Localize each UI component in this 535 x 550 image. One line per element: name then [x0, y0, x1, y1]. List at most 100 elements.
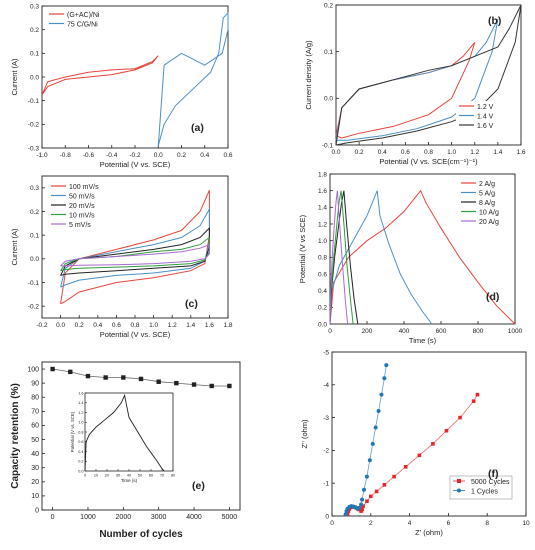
data-point	[103, 375, 108, 380]
y-tick-label: 70	[31, 409, 39, 416]
y-axis-label: Potential (V vs SCE)	[298, 214, 307, 283]
legend-marker	[457, 479, 461, 483]
y-tick-label: 0.2	[30, 209, 39, 216]
data-point	[138, 376, 144, 382]
x-tick-label: 5000	[222, 514, 238, 521]
inset-y-tick-label: 1.0	[78, 421, 83, 425]
x-tick-label: 0	[330, 520, 334, 527]
data-point	[362, 487, 367, 492]
legend: 100 mV/s 50 mV/s 20 mV/s 10 mV/s 5 mV/s	[48, 181, 110, 233]
x-tick-label: 1.2	[168, 322, 177, 329]
y-tick-label: 40	[31, 451, 39, 458]
data-point	[417, 453, 422, 458]
data-point	[403, 465, 408, 469]
y-tick-label: 0.1	[30, 51, 39, 58]
panel-label: (f)	[488, 468, 499, 480]
x-tick-label: 800	[473, 328, 484, 335]
y-axis-label: Current (A)	[10, 58, 19, 96]
data-point	[367, 458, 372, 463]
y-tick-label: 90	[31, 380, 39, 387]
legend-entry: 8 A/g	[479, 200, 495, 207]
y-tick-label: 1.8	[318, 171, 327, 178]
y-tick-label: -0.1	[28, 280, 40, 287]
series-line-2	[60, 207, 210, 288]
inset-x-tick-label: 80	[171, 474, 175, 478]
x-tick-label: 200	[362, 328, 373, 335]
x-tick-label: 4	[408, 520, 412, 527]
x-axis-label: Potential (V vs. SCE)	[100, 330, 171, 339]
y-tick-label: 0	[325, 513, 329, 520]
inset-x-tick-label: 50	[138, 474, 142, 478]
y-tick-label: 1.4	[318, 205, 327, 212]
y-tick-label: 1.6	[318, 188, 327, 195]
inset-x-tick-label: 60	[149, 474, 153, 478]
panel-label: (a)	[191, 122, 204, 134]
inset-y-tick-label: 1.4	[78, 401, 83, 405]
panel-label: (e)	[192, 480, 205, 492]
legend-entry: 2 A/g	[479, 181, 495, 188]
chart-panel-4: 0 200 400 600 800 1000 0.0 0.2 0.4 0.6 0.8 1.0 1.2 1.…	[298, 171, 523, 345]
data-point	[209, 383, 214, 389]
y-tick-label: 0.3	[30, 3, 39, 10]
y-tick-label: -0.2	[28, 303, 40, 310]
legend-entry: 10 mV/s	[69, 213, 95, 220]
y-tick-label: 0.0	[324, 96, 333, 103]
x-tick-label: 0.8	[424, 149, 433, 156]
x-tick-label: 0.4	[200, 152, 209, 159]
x-tick-label: 3000	[151, 514, 167, 521]
legend-box	[46, 9, 126, 32]
data-point	[458, 415, 462, 420]
x-axis-label: Number of cycles	[99, 529, 183, 540]
y-axis-label: Z'' (ohm)	[300, 419, 309, 449]
y-axis-label: Current (A)	[10, 228, 19, 266]
y-axis-label: Capacity retention (%)	[10, 383, 21, 489]
data-point	[374, 489, 379, 494]
panel-label: (d)	[486, 291, 499, 303]
data-point	[444, 428, 449, 433]
y-tick-label: 0.3	[30, 185, 39, 192]
series-line-1	[335, 41, 476, 139]
data-point	[360, 507, 364, 512]
data-point	[50, 366, 55, 372]
x-tick-label: 0.6	[401, 149, 410, 156]
x-tick-label: 0.2	[75, 322, 84, 329]
data-point	[369, 494, 373, 499]
y-tick-label: -4	[323, 382, 329, 389]
legend-entry: 1 Cycles	[471, 489, 498, 496]
chart-panel-3: -0.2 0.0 0.2 0.4 0.6 0.8 1.0 1.2 1.4 1.6 1.8 -0.2 -0…	[10, 175, 233, 339]
series-line-4	[329, 190, 354, 325]
legend-box	[449, 475, 513, 500]
x-tick-label: -0.8	[60, 152, 72, 159]
legend: 2 A/g 5 A/g 8 A/g 10 A/g 20 A/g	[458, 178, 512, 230]
inset-x-axis-label: Time (s)	[121, 478, 138, 483]
y-tick-label: 20	[31, 479, 39, 486]
x-tick-label: 1.4	[493, 149, 502, 156]
y-tick-label: -2	[323, 448, 329, 455]
series-line-2	[345, 365, 387, 515]
y-tick-label: -0.2	[28, 122, 40, 129]
legend: 1.2 V 1.4 V 1.6 V	[456, 101, 519, 134]
legend-entry: 20 A/g	[479, 219, 499, 226]
y-tick-label: 0.2	[318, 305, 327, 312]
x-axis-label: Z' (ohm)	[415, 528, 443, 537]
x-tick-label: -0.4	[106, 152, 118, 159]
series-line-1	[329, 189, 516, 325]
x-axis-label: Potential (V vs. SCE(cm⁻¹)⁻¹)	[379, 157, 478, 166]
inset-y-tick-label: 1.2	[78, 411, 83, 415]
y-tick-label: -1	[323, 481, 329, 488]
y-tick-label: 0.1	[30, 232, 39, 239]
x-tick-label: 0.6	[223, 152, 232, 159]
series-line-5	[329, 190, 349, 325]
series-line-2	[329, 190, 433, 325]
x-tick-label: 0.2	[177, 152, 186, 159]
x-tick-label: 8	[485, 520, 489, 527]
legend: 5000 Cycles 1 Cycles	[449, 475, 513, 500]
legend-entry: 100 mV/s	[69, 184, 99, 191]
data-point	[431, 442, 435, 446]
x-tick-label: 600	[436, 328, 447, 335]
y-tick-label: 0.0	[30, 74, 39, 81]
y-tick-label: -5	[323, 349, 329, 356]
y-tick-label: 60	[31, 423, 39, 430]
data-point	[227, 383, 232, 389]
